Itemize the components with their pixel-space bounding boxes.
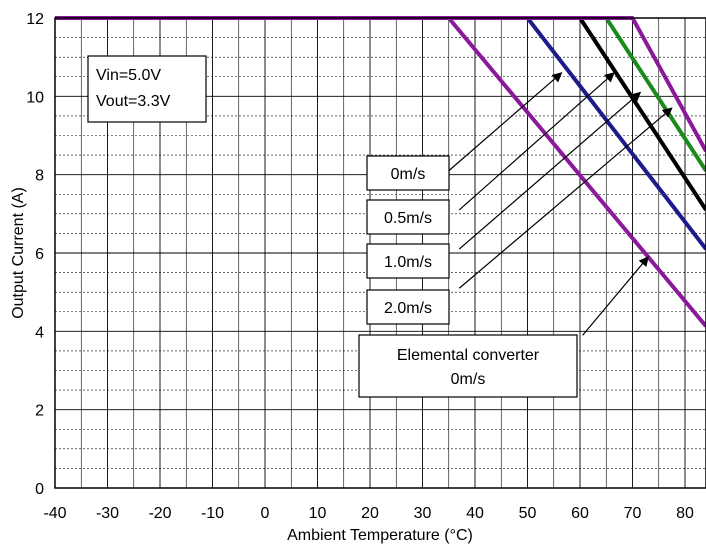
plot-frame: [54, 17, 706, 489]
x-tick-label: 0: [261, 505, 270, 522]
annotation-label: Elemental converter: [397, 347, 540, 364]
y-axis-title: Output Current (A): [10, 187, 27, 319]
x-tick-label: 80: [676, 505, 694, 522]
x-tick-label: 70: [624, 505, 642, 522]
x-tick-label: 10: [309, 505, 327, 522]
annotation-arrow: [458, 91, 642, 250]
y-tick-label: 2: [35, 403, 44, 420]
x-tick-label: -30: [96, 505, 119, 522]
y-tick-label: 12: [26, 11, 44, 28]
annotation-box: [358, 334, 578, 398]
annotation-label: 0m/s: [391, 166, 426, 183]
x-tick-label: 40: [466, 505, 484, 522]
x-tick-label: -40: [43, 505, 66, 522]
info-box-line: Vin=5.0V: [96, 67, 161, 84]
annotation-box: [366, 199, 450, 235]
annotation-arrow: [582, 256, 649, 336]
y-tick-label: 10: [26, 89, 44, 106]
tick-labels: -40 -30 -20 -10 0 10 20 30 40 50 60 70 80 0 2 4 6 8 10 12: [26, 11, 694, 522]
y-tick-label: 8: [35, 168, 44, 185]
x-tick-label: 30: [414, 505, 432, 522]
annotation-arrow: [458, 72, 615, 211]
x-tick-label: 60: [571, 505, 589, 522]
annotation-box: [366, 289, 450, 325]
annotation-arrow: [458, 107, 673, 289]
x-tick-label: 50: [519, 505, 537, 522]
annotation-box: [366, 243, 450, 279]
x-tick-label: 20: [361, 505, 379, 522]
y-tick-label: 6: [35, 246, 44, 263]
info-box-frame: [87, 55, 207, 123]
x-tick-label: -20: [148, 505, 171, 522]
x-axis-title: Ambient Temperature (°C): [287, 527, 473, 544]
annotation-label: 1.0m/s: [384, 254, 432, 271]
annotation-label: 0.5m/s: [384, 210, 432, 227]
annotations: 0m/s 0.5m/s 1.0m/s 2.0m/s Elemental converte…: [358, 72, 673, 398]
info-box-line: Vout=3.3V: [96, 93, 171, 110]
info-box: Vin=5.0V Vout=3.3V: [87, 55, 207, 123]
annotation-box: [366, 155, 450, 191]
annotation-label: 2.0m/s: [384, 300, 432, 317]
y-tick-label: 4: [35, 324, 44, 341]
annotation-label: 0m/s: [451, 371, 486, 388]
x-tick-label: -10: [201, 505, 224, 522]
y-tick-label: 0: [35, 481, 44, 498]
annotation-arrow: [448, 72, 563, 172]
